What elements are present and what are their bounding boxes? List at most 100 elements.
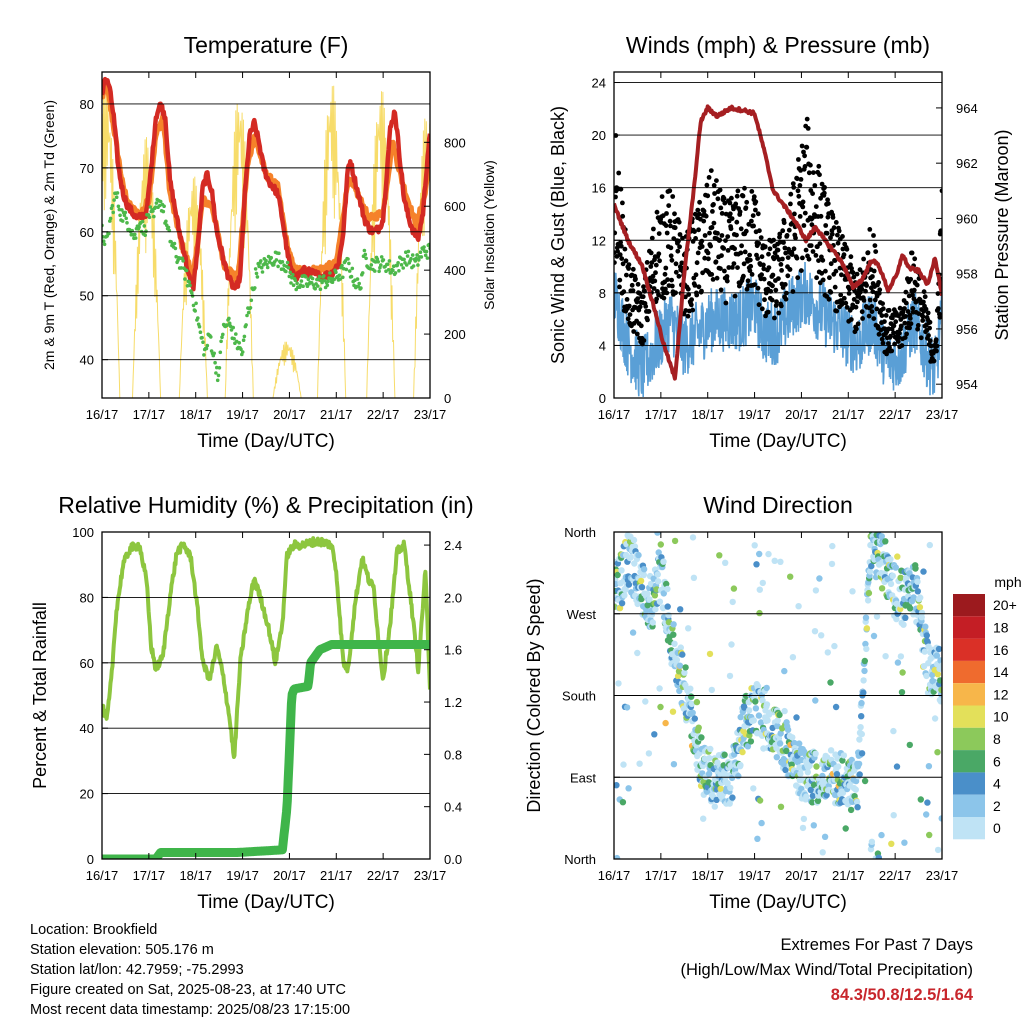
direction-point bbox=[671, 640, 678, 647]
direction-point bbox=[934, 749, 941, 756]
gust-point bbox=[825, 214, 831, 220]
direction-point bbox=[849, 588, 856, 595]
direction-point bbox=[834, 755, 841, 762]
direction-point bbox=[616, 604, 624, 612]
gust-point bbox=[661, 295, 667, 301]
direction-point bbox=[728, 774, 736, 782]
direction-point bbox=[717, 785, 724, 792]
dewpoint-point bbox=[303, 275, 308, 279]
direction-point bbox=[682, 664, 689, 671]
gust-point bbox=[664, 211, 669, 216]
direction-point bbox=[673, 656, 681, 664]
sonic-wind-line bbox=[614, 261, 942, 398]
direction-point bbox=[757, 719, 765, 726]
direction-point bbox=[681, 669, 688, 676]
dewpoint-point bbox=[373, 260, 378, 264]
gust-point bbox=[884, 351, 889, 357]
direction-point bbox=[860, 689, 867, 696]
dewpoint-point bbox=[201, 340, 205, 345]
gust-point bbox=[685, 313, 691, 319]
dewpoint-point bbox=[284, 269, 288, 274]
direction-point bbox=[882, 538, 889, 545]
direction-point bbox=[747, 738, 755, 745]
gust-point bbox=[915, 326, 920, 332]
dewpoint-point bbox=[328, 271, 332, 275]
gust-point bbox=[791, 246, 797, 252]
gust-point bbox=[746, 221, 752, 227]
dewpoint-point bbox=[280, 260, 285, 264]
dewpoint-point bbox=[265, 265, 270, 270]
gust-point bbox=[789, 252, 795, 257]
gust-point bbox=[676, 273, 682, 279]
gust-point bbox=[841, 295, 847, 301]
gust-point bbox=[823, 223, 829, 228]
dewpoint-point bbox=[411, 264, 416, 268]
dewpoint-point bbox=[187, 280, 191, 284]
winds-x-tick-label: 23/17 bbox=[926, 407, 959, 422]
temperature-y2-axis-label: Solar Insolation (Yellow) bbox=[481, 160, 497, 310]
gust-point bbox=[872, 243, 878, 249]
dewpoint-point bbox=[317, 274, 322, 279]
dewpoint-point bbox=[259, 259, 263, 263]
direction-point bbox=[698, 734, 705, 741]
gust-point bbox=[706, 256, 711, 262]
gust-point bbox=[668, 253, 674, 259]
direction-point bbox=[893, 615, 900, 623]
dewpoint-point bbox=[320, 280, 324, 285]
gust-point bbox=[635, 281, 641, 287]
dewpoint-point bbox=[402, 257, 406, 262]
gust-point bbox=[869, 309, 875, 314]
direction-point bbox=[888, 840, 895, 847]
gust-point bbox=[861, 256, 866, 262]
dewpoint-point bbox=[325, 283, 330, 288]
gust-point bbox=[812, 183, 818, 188]
gust-point bbox=[672, 211, 677, 217]
gust-point bbox=[854, 326, 859, 332]
gust-point bbox=[918, 335, 924, 341]
gust-point bbox=[911, 287, 917, 293]
direction-point bbox=[674, 672, 682, 680]
dewpoint-point bbox=[355, 277, 360, 281]
dewpoint-point bbox=[379, 255, 384, 259]
dewpoint-point bbox=[406, 249, 411, 254]
gust-point bbox=[778, 262, 784, 267]
gust-point bbox=[695, 207, 701, 213]
direction-point bbox=[937, 657, 942, 664]
dewpoint-point bbox=[376, 260, 381, 264]
gust-point bbox=[714, 275, 720, 281]
direction-point bbox=[898, 689, 906, 696]
direction-point bbox=[938, 815, 942, 822]
legend-label: 2 bbox=[993, 798, 1001, 814]
direction-point bbox=[750, 785, 757, 792]
gust-point bbox=[652, 278, 658, 284]
gust-point bbox=[814, 275, 819, 281]
direction-x-tick-label: 18/17 bbox=[691, 868, 724, 883]
gust-point bbox=[876, 290, 882, 296]
dewpoint-point bbox=[347, 269, 352, 273]
direction-point bbox=[670, 621, 677, 628]
direction-point bbox=[861, 777, 869, 785]
gust-point bbox=[620, 200, 625, 206]
direction-point bbox=[756, 586, 763, 593]
direction-point bbox=[651, 592, 659, 599]
dewpoint-point bbox=[396, 261, 400, 265]
gust-point bbox=[701, 218, 707, 224]
gust-point bbox=[839, 300, 845, 305]
direction-point bbox=[923, 811, 930, 818]
direction-point bbox=[688, 693, 695, 700]
gust-point bbox=[721, 246, 727, 251]
gust-point bbox=[902, 306, 907, 311]
direction-point bbox=[754, 683, 762, 690]
gust-point bbox=[743, 205, 749, 211]
direction-x-tick-label: 21/17 bbox=[832, 868, 865, 883]
gust-point bbox=[722, 200, 728, 206]
gust-point bbox=[710, 277, 716, 282]
gust-point bbox=[747, 252, 752, 258]
gust-point bbox=[618, 240, 623, 245]
direction-point bbox=[654, 571, 661, 578]
direction-point bbox=[771, 557, 778, 564]
dewpoint-point bbox=[299, 279, 304, 283]
direction-point bbox=[800, 815, 808, 823]
direction-point bbox=[776, 740, 784, 747]
